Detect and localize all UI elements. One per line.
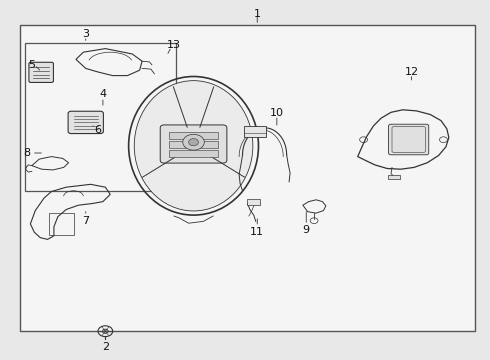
Circle shape	[189, 139, 198, 146]
Bar	[24, 43, 176, 191]
Text: 5: 5	[28, 60, 35, 70]
Bar	[169, 141, 218, 148]
Bar	[388, 175, 400, 179]
FancyBboxPatch shape	[68, 111, 103, 134]
Ellipse shape	[134, 81, 253, 211]
Bar	[247, 199, 260, 205]
Bar	[20, 25, 475, 331]
FancyBboxPatch shape	[160, 125, 227, 163]
Text: 10: 10	[270, 108, 284, 118]
Text: 2: 2	[102, 342, 109, 352]
Text: 13: 13	[167, 40, 181, 50]
Text: 6: 6	[95, 125, 101, 135]
Text: 1: 1	[254, 9, 261, 19]
Circle shape	[183, 134, 204, 150]
FancyBboxPatch shape	[389, 124, 429, 155]
Bar	[169, 150, 218, 157]
Text: 7: 7	[82, 216, 89, 226]
Text: 9: 9	[303, 225, 310, 235]
Text: 11: 11	[250, 227, 264, 237]
Text: 4: 4	[99, 89, 106, 99]
Bar	[169, 132, 218, 139]
Text: 12: 12	[405, 67, 418, 77]
Circle shape	[102, 329, 108, 333]
FancyBboxPatch shape	[29, 62, 53, 82]
Text: 3: 3	[82, 29, 89, 39]
Bar	[244, 126, 266, 137]
Text: 8: 8	[24, 148, 30, 158]
Bar	[49, 213, 74, 235]
